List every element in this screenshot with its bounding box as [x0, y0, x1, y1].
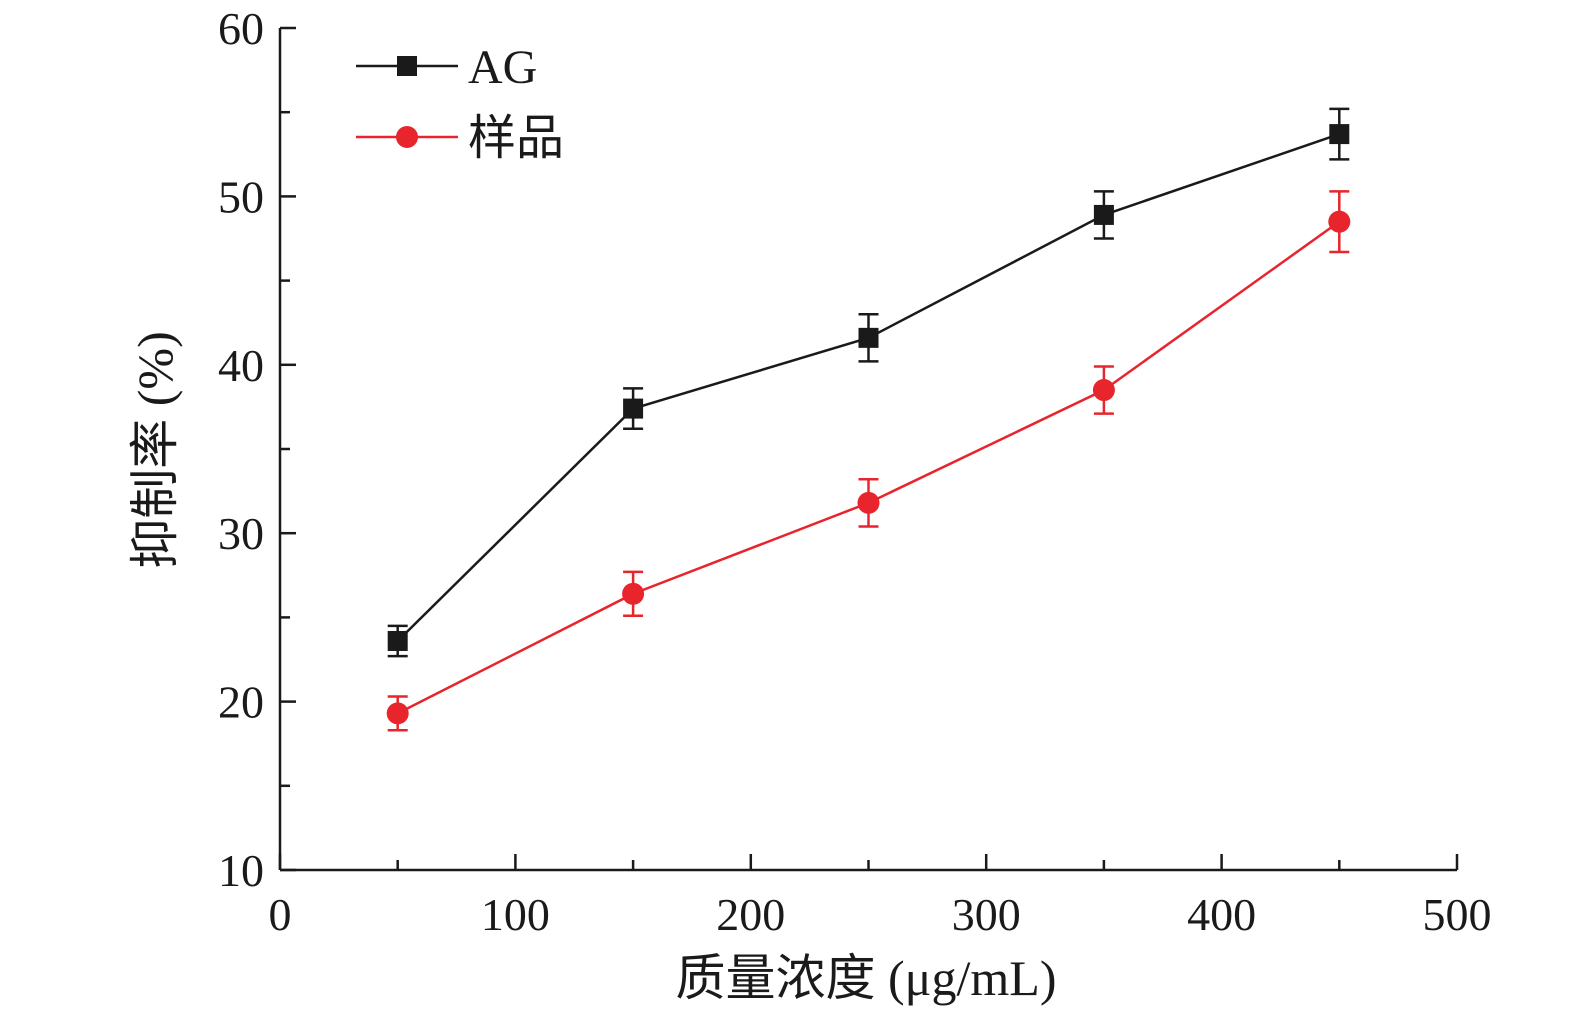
- x-tick-label: 300: [952, 889, 1021, 940]
- legend-item-2: 样品: [356, 112, 564, 165]
- legend-label: 样品: [468, 112, 564, 165]
- data-point-square: [623, 398, 644, 419]
- data-point-circle: [1092, 379, 1115, 402]
- x-tick-label: 0: [269, 889, 292, 940]
- y-axis-title: 抑制率 (%): [127, 331, 183, 568]
- x-tick-label: 400: [1187, 889, 1256, 940]
- series-line: [397, 220, 1341, 715]
- y-tick-label: 50: [218, 171, 264, 222]
- y-tick-label: 20: [218, 677, 264, 728]
- legend-label: AG: [468, 41, 537, 94]
- series-2: [386, 190, 1351, 732]
- x-tick-label: 200: [716, 889, 785, 940]
- data-point-square: [858, 327, 879, 348]
- legend-marker-square: [397, 56, 417, 76]
- data-point-circle: [1328, 210, 1351, 233]
- y-tick-label: 40: [218, 340, 264, 391]
- axes: 10 20 30 40 50 60 0 100 200 300 400 500: [218, 3, 1492, 940]
- series-line: [396, 132, 1340, 642]
- legend-marker-circle: [396, 126, 418, 148]
- y-tick-label: 10: [218, 845, 264, 896]
- y-tick-label: 30: [218, 508, 264, 559]
- data-point-circle: [622, 582, 645, 605]
- data-point-circle: [857, 491, 880, 514]
- series-1: [387, 107, 1350, 658]
- legend: AG 样品: [356, 41, 564, 165]
- legend-item-1: AG: [356, 41, 537, 94]
- data-point-circle: [386, 702, 409, 725]
- data-point-square: [387, 630, 408, 651]
- data-point-square: [1329, 124, 1350, 145]
- series-layer: [386, 107, 1351, 732]
- x-tick-label: 500: [1423, 889, 1492, 940]
- x-tick-label: 100: [481, 889, 550, 940]
- data-point-square: [1093, 204, 1114, 225]
- y-tick-label: 60: [218, 3, 264, 54]
- x-axis-title: 质量浓度 (μg/mL): [676, 950, 1057, 1006]
